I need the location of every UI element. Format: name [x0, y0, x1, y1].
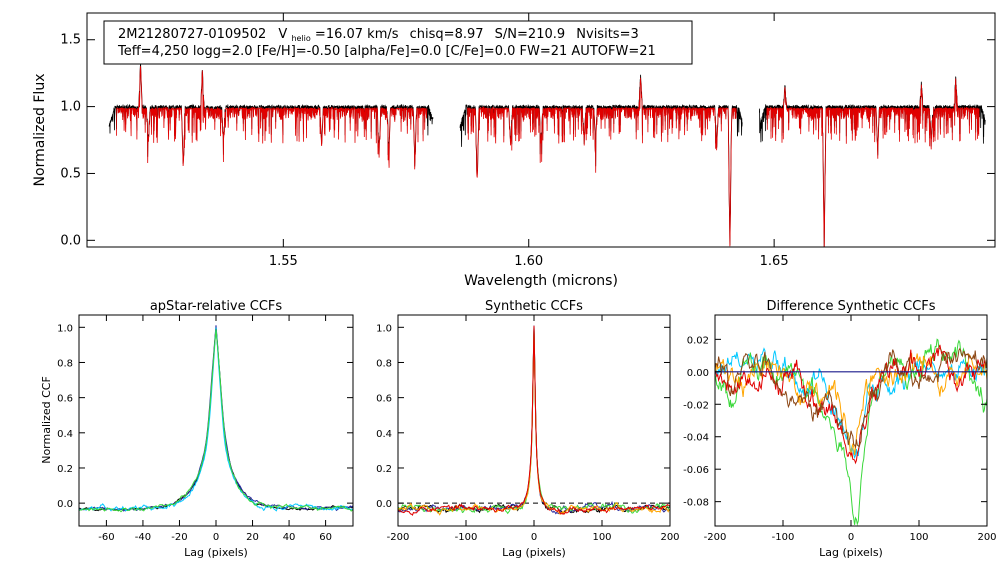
- ccf3-plot-xtick-label: 0: [848, 532, 854, 543]
- apstar-ccf-ylabel: Normalized CCF: [40, 376, 53, 464]
- ccf1-plot-xtick-label: 40: [283, 532, 296, 543]
- synthetic-ccf-ticks: -200 -100 0 100 200 0.0 0.2 0.4 0.6 0.8 1.0: [376, 315, 680, 543]
- spectrum-model-chip-2: [467, 77, 737, 247]
- info-star-id: 2M21280727-0109502: [118, 27, 266, 42]
- spectrum-observed-chip-2: [459, 74, 743, 246]
- ccf3-plot-ytick-label: 0.02: [687, 335, 709, 346]
- info-box: [103, 20, 693, 65]
- ccf-series-5: [715, 347, 987, 449]
- ccf3-plot-xtick-label: -200: [704, 532, 727, 543]
- ccf-series-4: [398, 328, 670, 516]
- ccf-series-5: [398, 325, 670, 517]
- apstar-ccf-frame: [78, 314, 354, 527]
- spectrum-ylabel: Normalized Flux: [32, 74, 48, 187]
- ccf2-plot-ytick-label: 0.6: [376, 394, 392, 405]
- apstar-ccf-ticks: -60 -40 -20 0 20 40 60 0.0 0.2 0.4 0.6 0.8 1.0: [57, 315, 353, 543]
- ccf1-plot-ytick-label: 0.4: [57, 429, 73, 440]
- apstar-ccf-title: apStar-relative CCFs: [150, 299, 283, 314]
- ccf-series-1: [715, 347, 987, 460]
- ccf1-plot-ytick-label: 0.8: [57, 358, 73, 369]
- difference-ccf-panel: -200 -100 0 100 200 -0.08 -0.06 -0.04 -0.02 0.00 0…: [683, 299, 996, 559]
- ccf2-plot-ytick-label: 0.0: [376, 499, 392, 510]
- ccf-series-3: [79, 327, 353, 512]
- ccf2-plot-ytick-label: 0.2: [376, 464, 392, 475]
- ccf1-plot-ytick-label: 0.6: [57, 394, 73, 405]
- ccf1-plot-xtick-label: 60: [319, 532, 332, 543]
- spectrum-xtick-label: 1.65: [760, 254, 789, 269]
- apstar-ccf-plot-area: [79, 325, 353, 513]
- ccf3-plot-ytick-label: -0.02: [683, 400, 709, 411]
- ccf2-plot-xtick-label: 100: [592, 532, 611, 543]
- spectrum-model-chip-1: [116, 66, 428, 170]
- synthetic-ccf-panel: -200 -100 0 100 200 0.0 0.2 0.4 0.6 0.8 1.0 Synthe…: [376, 299, 679, 559]
- synthetic-ccf-xlabel: Lag (pixels): [502, 546, 566, 559]
- info-vhelio-value: =16.07 km/s: [315, 27, 399, 42]
- ccf3-plot-ytick-label: -0.08: [683, 498, 709, 509]
- ccf2-plot-xtick-label: -200: [387, 532, 410, 543]
- ccf3-plot-ytick-label: -0.06: [683, 465, 709, 476]
- spectrum-ytick-label: 0.0: [60, 233, 81, 248]
- info-line-2: Teff=4,250 logg=2.0 [Fe/H]=-0.50 [alpha/…: [117, 44, 656, 59]
- info-sn: S/N=210.9: [495, 27, 565, 42]
- ccf2-plot-xtick-label: 200: [660, 532, 679, 543]
- ccf3-plot-xtick-label: 200: [977, 532, 996, 543]
- ccf1-plot-xtick-label: -20: [171, 532, 187, 543]
- ccf1-plot-ytick-label: 0.2: [57, 464, 73, 475]
- spectrum-xtick-label: 1.55: [269, 254, 298, 269]
- ccf-series-4: [715, 344, 987, 465]
- ccf3-plot-ytick-label: 0.00: [687, 368, 709, 379]
- difference-ccf-title: Difference Synthetic CCFs: [766, 299, 935, 314]
- spectrum-ytick-label: 0.5: [60, 166, 81, 181]
- synthetic-ccf-title: Synthetic CCFs: [485, 299, 583, 314]
- ccf3-plot-ytick-label: -0.04: [683, 433, 709, 444]
- info-vhelio-label: V: [278, 27, 287, 42]
- spectrum-xtick-label: 1.60: [514, 254, 543, 269]
- ccf1-plot-xtick-label: -40: [135, 532, 151, 543]
- ccf3-plot-xtick-label: -100: [772, 532, 795, 543]
- ccf2-plot-xtick-label: -100: [455, 532, 478, 543]
- ccf-series-3: [398, 329, 670, 515]
- difference-ccf-xlabel: Lag (pixels): [819, 546, 883, 559]
- ccf-series-1: [79, 327, 353, 512]
- ccf1-plot-ytick-label: 1.0: [57, 323, 73, 334]
- ccf1-plot-xtick-label: -60: [98, 532, 114, 543]
- spectrum-ticks: 1.55 1.60 1.65 0.0 0.5 1.0 1.5: [60, 13, 995, 269]
- ccf-series-3: [715, 352, 987, 458]
- info-vhelio-sub: helio: [291, 34, 310, 43]
- ccf2-plot-ytick-label: 0.8: [376, 358, 392, 369]
- info-line-1: 2M21280727-0109502 V helio =16.07 km/s c…: [118, 27, 639, 45]
- ccf1-plot-xtick-label: 0: [213, 532, 219, 543]
- spectrum-model-chip-3: [766, 78, 980, 247]
- info-chisq: chisq=8.97: [410, 27, 484, 42]
- difference-ccf-plot-area: [715, 338, 987, 526]
- info-nvisits: Nvisits=3: [576, 27, 638, 42]
- spectrum-plot-area: [108, 63, 986, 247]
- synthetic-ccf-plot-area: [398, 325, 670, 517]
- apstar-ccf-xlabel: Lag (pixels): [184, 546, 248, 559]
- ccf-series-4: [79, 329, 353, 513]
- ccf1-plot-xtick-label: 20: [246, 532, 259, 543]
- ccf2-plot-ytick-label: 1.0: [376, 323, 392, 334]
- spectrum-frame: [86, 12, 996, 248]
- spectrum-xlabel: Wavelength (microns): [464, 273, 618, 289]
- ccf-series-2: [79, 325, 353, 512]
- ccf3-plot-xtick-label: 100: [909, 532, 928, 543]
- spectrum-ytick-label: 1.0: [60, 100, 81, 115]
- spectrum-ytick-label: 1.5: [60, 33, 81, 48]
- difference-ccf-ticks: -200 -100 0 100 200 -0.08 -0.06 -0.04 -0.02 0.00 0…: [683, 315, 997, 543]
- ccf2-plot-xtick-label: 0: [531, 532, 537, 543]
- spectrum-panel: 1.55 1.60 1.65 0.0 0.5 1.0 1.5 Wavelength (mic…: [32, 12, 996, 289]
- ccf1-plot-ytick-label: 0.0: [57, 499, 73, 510]
- ccf2-plot-ytick-label: 0.4: [376, 429, 392, 440]
- apstar-ccf-panel: -60 -40 -20 0 20 40 60 0.0 0.2 0.4 0.6 0.8 1.0 apSta…: [40, 299, 354, 559]
- spectrum-observed-chip-3: [759, 76, 986, 247]
